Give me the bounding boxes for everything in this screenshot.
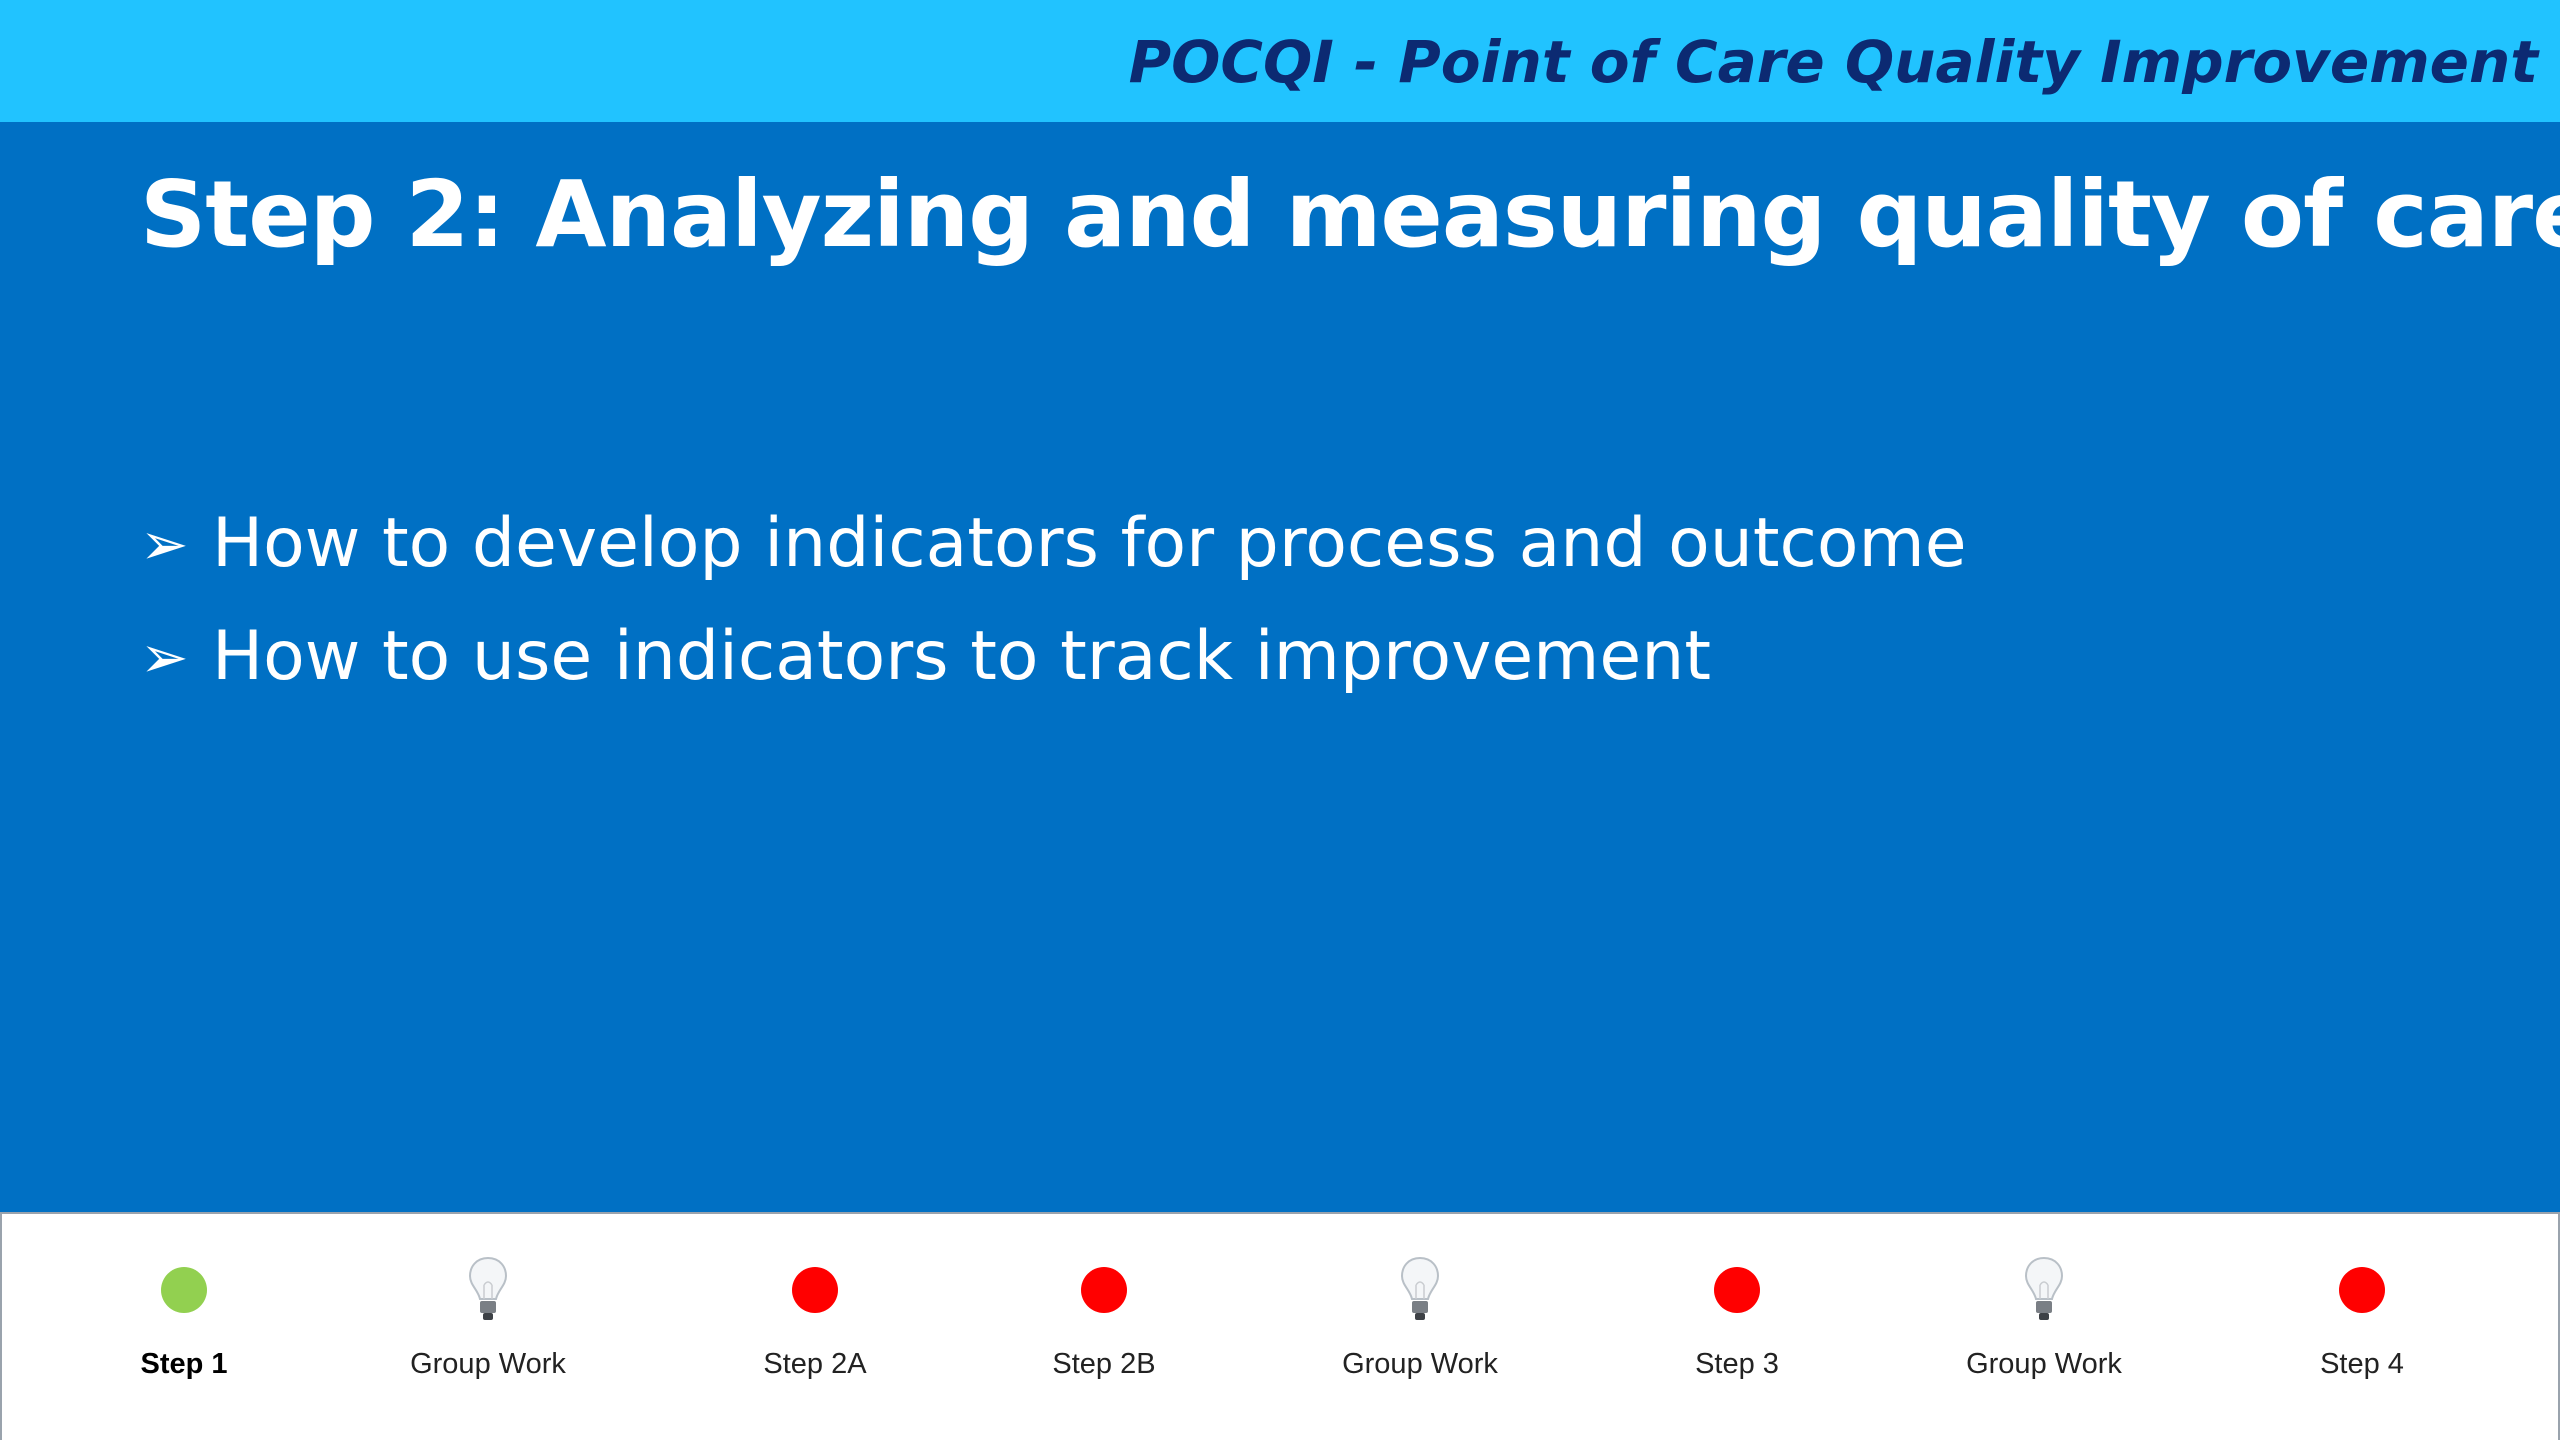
progress-step-2b[interactable]: Step 2B	[974, 1254, 1234, 1382]
progress-step-group-work[interactable]: Group Work	[1290, 1254, 1550, 1382]
step-label: Group Work	[1342, 1348, 1498, 1380]
progress-step-3[interactable]: Step 3	[1607, 1254, 1867, 1382]
bullet-list: ➢ How to develop indicators for process …	[140, 487, 1967, 713]
step-label: Step 2A	[763, 1348, 867, 1380]
header-bar: POCQI - Point of Care Quality Improvemen…	[0, 0, 2560, 122]
bullet-text: How to use indicators to track improveme…	[212, 617, 1712, 696]
slide-title: Step 2: Analyzing and measuring quality …	[140, 161, 2560, 268]
bullet-text: How to develop indicators for process an…	[212, 504, 1967, 583]
arrow-bullet-icon: ➢	[140, 622, 189, 691]
status-dot-pending	[1714, 1267, 1760, 1313]
step-label: Step 3	[1695, 1348, 1779, 1380]
step-label: Step 4	[2320, 1348, 2404, 1380]
lightbulb-icon	[2024, 1256, 2064, 1320]
status-dot-pending	[2339, 1267, 2385, 1313]
step-label: Step 2B	[1052, 1348, 1156, 1380]
arrow-bullet-icon: ➢	[140, 509, 189, 578]
step-label: Group Work	[1966, 1348, 2122, 1380]
step-label: Step 1	[140, 1348, 228, 1380]
progress-step-1[interactable]: Step 1	[54, 1254, 314, 1382]
bullet-item: ➢ How to develop indicators for process …	[140, 487, 1967, 600]
status-dot-pending	[792, 1267, 838, 1313]
bullet-item: ➢ How to use indicators to track improve…	[140, 600, 1967, 713]
progress-step-group-work[interactable]: Group Work	[1914, 1254, 2174, 1382]
progress-step-4[interactable]: Step 4	[2232, 1254, 2492, 1382]
status-dot-complete	[161, 1267, 207, 1313]
lightbulb-icon	[468, 1256, 508, 1320]
progress-navigation: Step 1 Group Work Step 2A S	[0, 1212, 2560, 1440]
progress-step-2a[interactable]: Step 2A	[685, 1254, 945, 1382]
step-label: Group Work	[410, 1348, 566, 1380]
progress-step-group-work[interactable]: Group Work	[358, 1254, 618, 1382]
status-dot-pending	[1081, 1267, 1127, 1313]
slide-content	[0, 122, 2560, 1212]
lightbulb-icon	[1400, 1256, 1440, 1320]
program-title: POCQI - Point of Care Quality Improvemen…	[1128, 28, 2538, 96]
